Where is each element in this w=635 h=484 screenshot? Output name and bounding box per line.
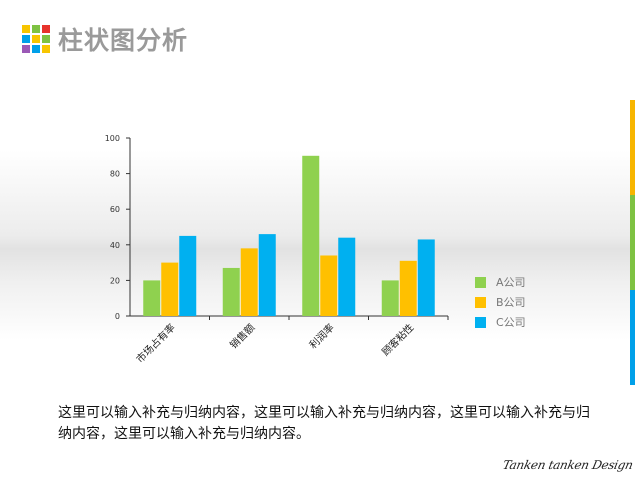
y-tick-label: 20 bbox=[110, 276, 120, 285]
y-tick-label: 40 bbox=[110, 241, 120, 250]
bar-a bbox=[381, 280, 399, 316]
logo-icon bbox=[22, 25, 50, 53]
x-tick-label: 销售额 bbox=[227, 321, 257, 351]
summary-text: 这里可以输入补充与归纳内容，这里可以输入补充与归纳内容，这里可以输入补充与归纳内… bbox=[58, 405, 590, 442]
page-title: 柱状图分析 bbox=[58, 26, 189, 55]
x-tick-label: 顾客粘性 bbox=[379, 321, 416, 358]
legend-swatch-c bbox=[475, 316, 486, 328]
bar-a bbox=[302, 155, 320, 316]
y-tick-label: 0 bbox=[115, 312, 120, 321]
y-tick-label: 60 bbox=[110, 205, 120, 214]
logo-cell bbox=[32, 25, 40, 33]
logo-cell bbox=[22, 45, 30, 53]
x-tick-label: 市场占有率 bbox=[133, 321, 178, 366]
bar-b bbox=[240, 248, 258, 316]
legend-swatch-b bbox=[475, 296, 486, 308]
bar-a bbox=[143, 280, 161, 316]
bar-c bbox=[258, 234, 276, 316]
side-accent-yellow bbox=[630, 100, 635, 195]
side-accent-blue bbox=[630, 290, 635, 385]
bar-a bbox=[222, 267, 240, 316]
logo-cell bbox=[32, 45, 40, 53]
bar-b bbox=[161, 262, 179, 316]
logo-cell bbox=[22, 35, 30, 43]
legend-swatch-a bbox=[475, 276, 486, 288]
chart-legend: A公司 B公司 C公司 bbox=[475, 272, 526, 332]
slide-header: 柱状图分析 bbox=[22, 22, 188, 56]
bar-chart: 0 20 40 60 80 100 市场占有率 销售额 利润率 顾客粘性 bbox=[105, 134, 449, 366]
y-tick-label: 100 bbox=[105, 134, 120, 143]
bar-b bbox=[399, 260, 417, 316]
bar-c bbox=[338, 237, 356, 316]
side-accent-green bbox=[630, 195, 635, 290]
legend-item-a: A公司 bbox=[475, 272, 526, 292]
logo-cell bbox=[42, 35, 50, 43]
legend-label-a: A公司 bbox=[496, 276, 526, 289]
logo-cell bbox=[42, 45, 50, 53]
bar-b bbox=[320, 255, 338, 316]
legend-item-c: C公司 bbox=[475, 312, 526, 332]
legend-item-b: B公司 bbox=[475, 292, 526, 312]
logo-cell bbox=[32, 35, 40, 43]
logo-cell bbox=[22, 25, 30, 33]
bar-c bbox=[417, 239, 435, 316]
x-tick-label: 利润率 bbox=[306, 321, 336, 351]
logo-cell bbox=[42, 25, 50, 33]
legend-label-c: C公司 bbox=[496, 316, 526, 329]
y-tick-label: 80 bbox=[110, 170, 120, 179]
designer-signature: Tanken tanken Design bbox=[501, 458, 635, 472]
bar-c bbox=[179, 235, 197, 316]
legend-label-b: B公司 bbox=[496, 296, 526, 309]
